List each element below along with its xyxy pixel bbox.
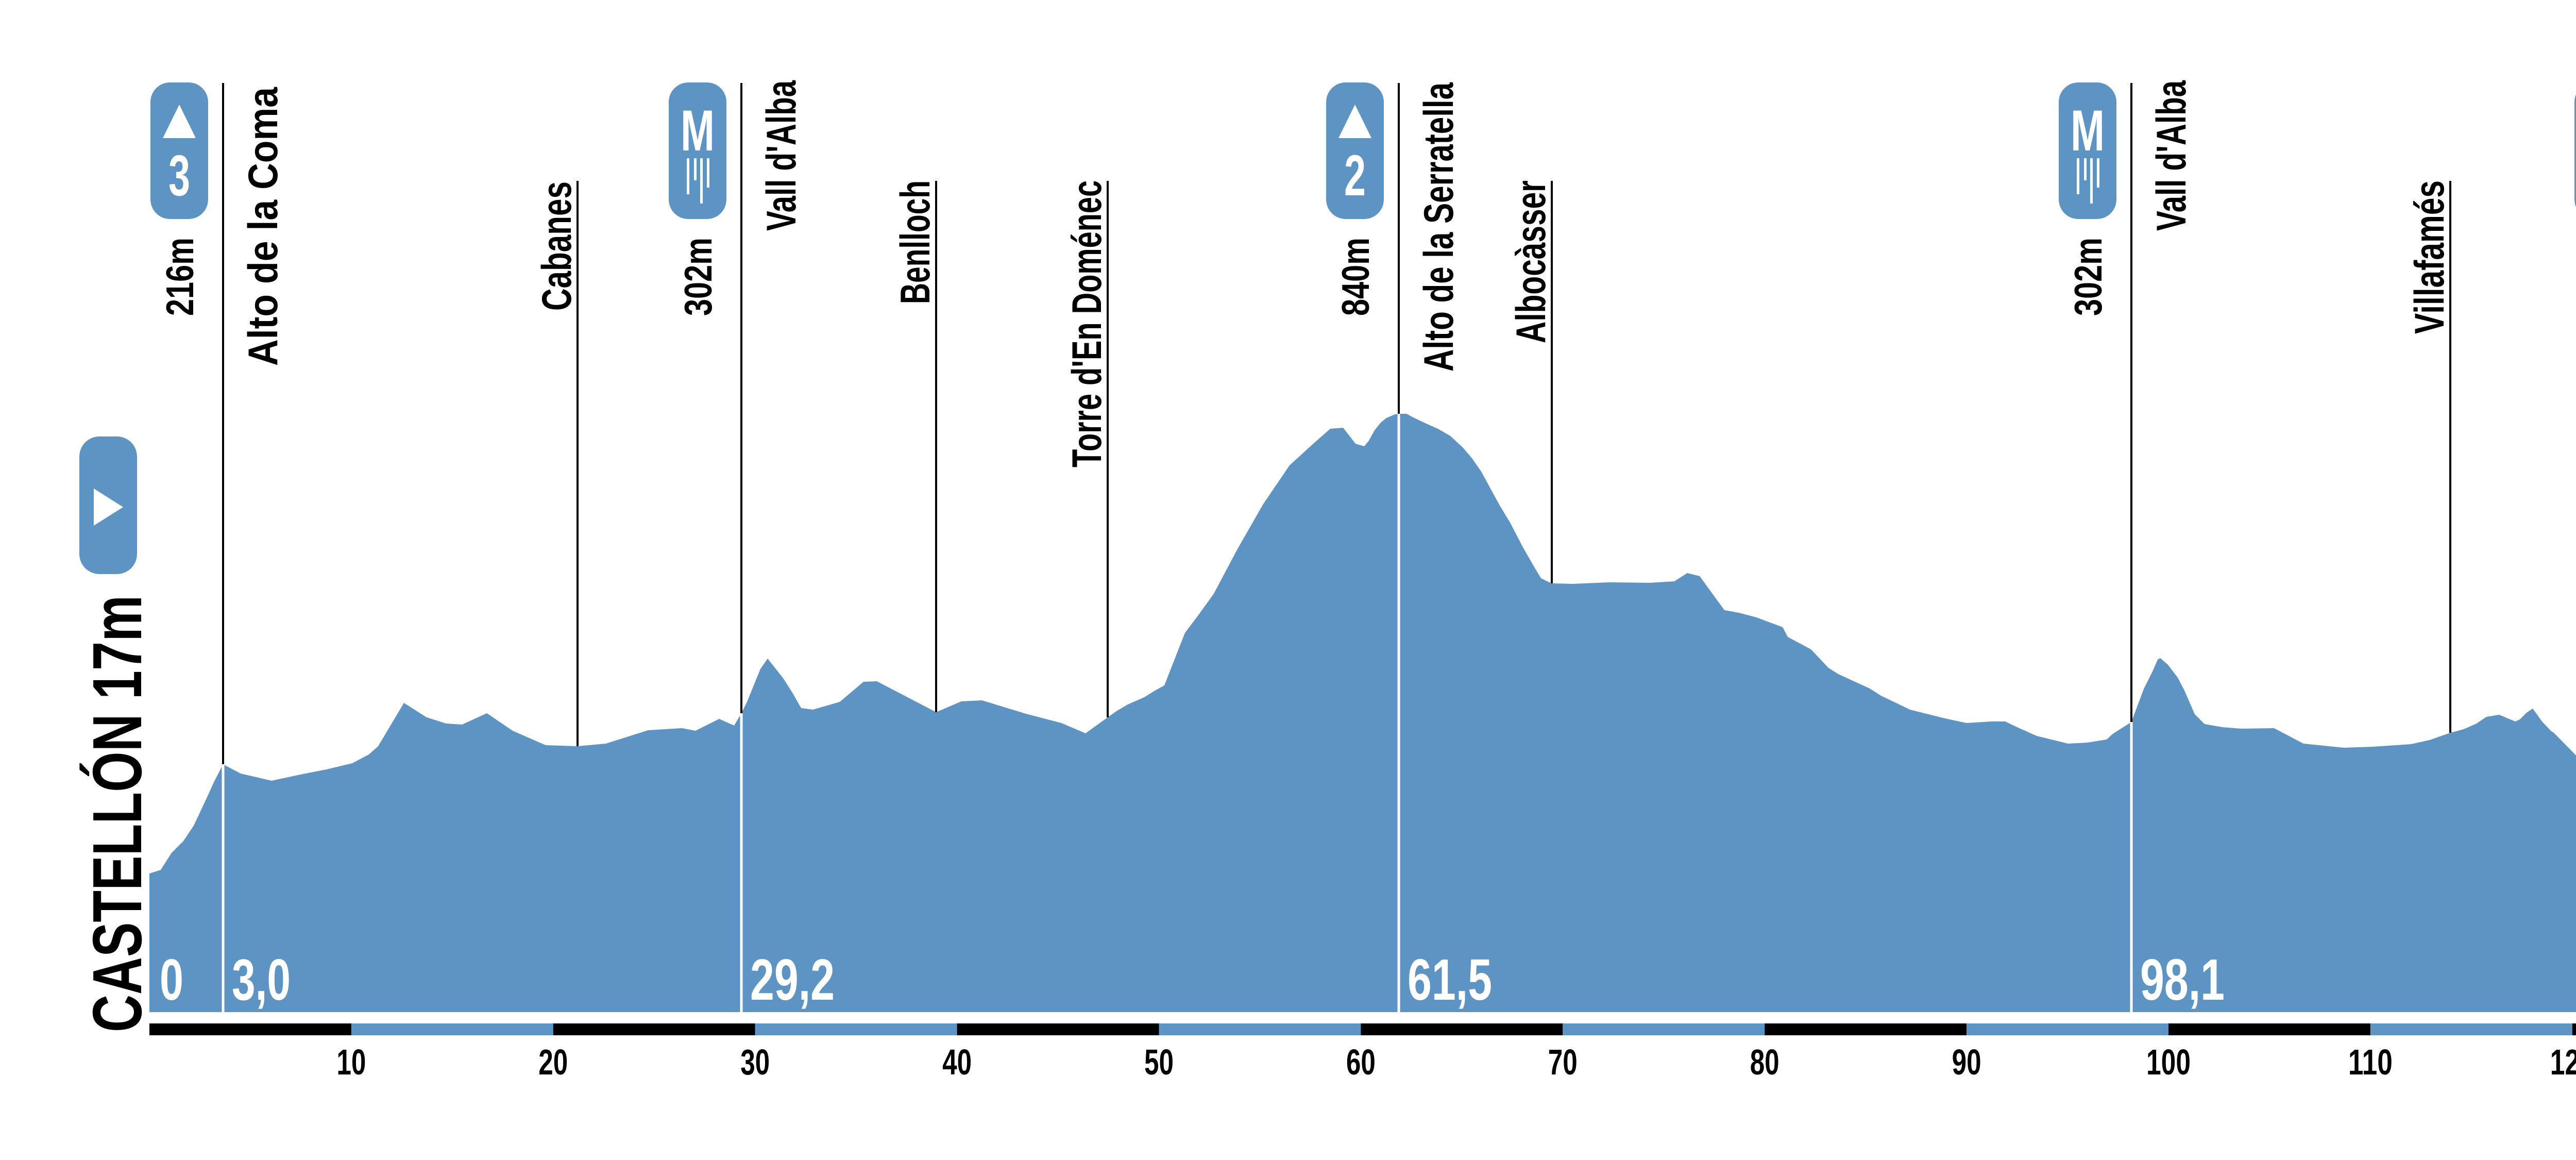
svg-text:50: 50	[1144, 1042, 1174, 1082]
svg-text:100: 100	[2146, 1042, 2191, 1082]
svg-text:0: 0	[160, 947, 183, 1012]
svg-text:2: 2	[1344, 143, 1366, 208]
svg-text:3: 3	[168, 143, 190, 208]
svg-text:Albocàsser: Albocàsser	[1508, 180, 1554, 343]
svg-text:Vall d'Alba: Vall d'Alba	[758, 80, 805, 231]
svg-text:216m: 216m	[158, 238, 201, 316]
svg-text:CASTELLÓN 17m: CASTELLÓN 17m	[78, 595, 156, 1032]
svg-text:60: 60	[1346, 1042, 1376, 1082]
svg-text:90: 90	[1952, 1042, 1981, 1082]
svg-text:29,2: 29,2	[750, 947, 835, 1012]
svg-text:70: 70	[1548, 1042, 1578, 1082]
svg-text:120: 120	[2550, 1042, 2576, 1082]
svg-text:M: M	[681, 98, 715, 163]
svg-text:Villafamés: Villafamés	[2406, 180, 2453, 334]
svg-text:40: 40	[942, 1042, 972, 1082]
svg-text:98,1: 98,1	[2140, 947, 2225, 1012]
svg-text:302m: 302m	[2066, 238, 2110, 316]
svg-text:Alto de la Serratella: Alto de la Serratella	[1416, 82, 1462, 372]
svg-text:Torre d'En Doménec: Torre d'En Doménec	[1064, 180, 1110, 467]
svg-text:80: 80	[1750, 1042, 1780, 1082]
svg-text:Cabanes: Cabanes	[534, 181, 580, 311]
svg-text:840m: 840m	[1334, 238, 1377, 316]
svg-text:Alto de la Coma: Alto de la Coma	[240, 87, 286, 366]
svg-text:10: 10	[336, 1042, 366, 1082]
svg-text:110: 110	[2348, 1042, 2393, 1082]
svg-text:30: 30	[740, 1042, 770, 1082]
svg-text:Vall d'Alba: Vall d'Alba	[2148, 80, 2195, 231]
svg-text:M: M	[2071, 98, 2105, 163]
svg-text:20: 20	[538, 1042, 568, 1082]
svg-text:302m: 302m	[676, 238, 720, 316]
svg-text:Benlloch: Benlloch	[892, 180, 939, 304]
svg-text:61,5: 61,5	[1408, 947, 1492, 1012]
svg-text:3,0: 3,0	[232, 947, 291, 1012]
